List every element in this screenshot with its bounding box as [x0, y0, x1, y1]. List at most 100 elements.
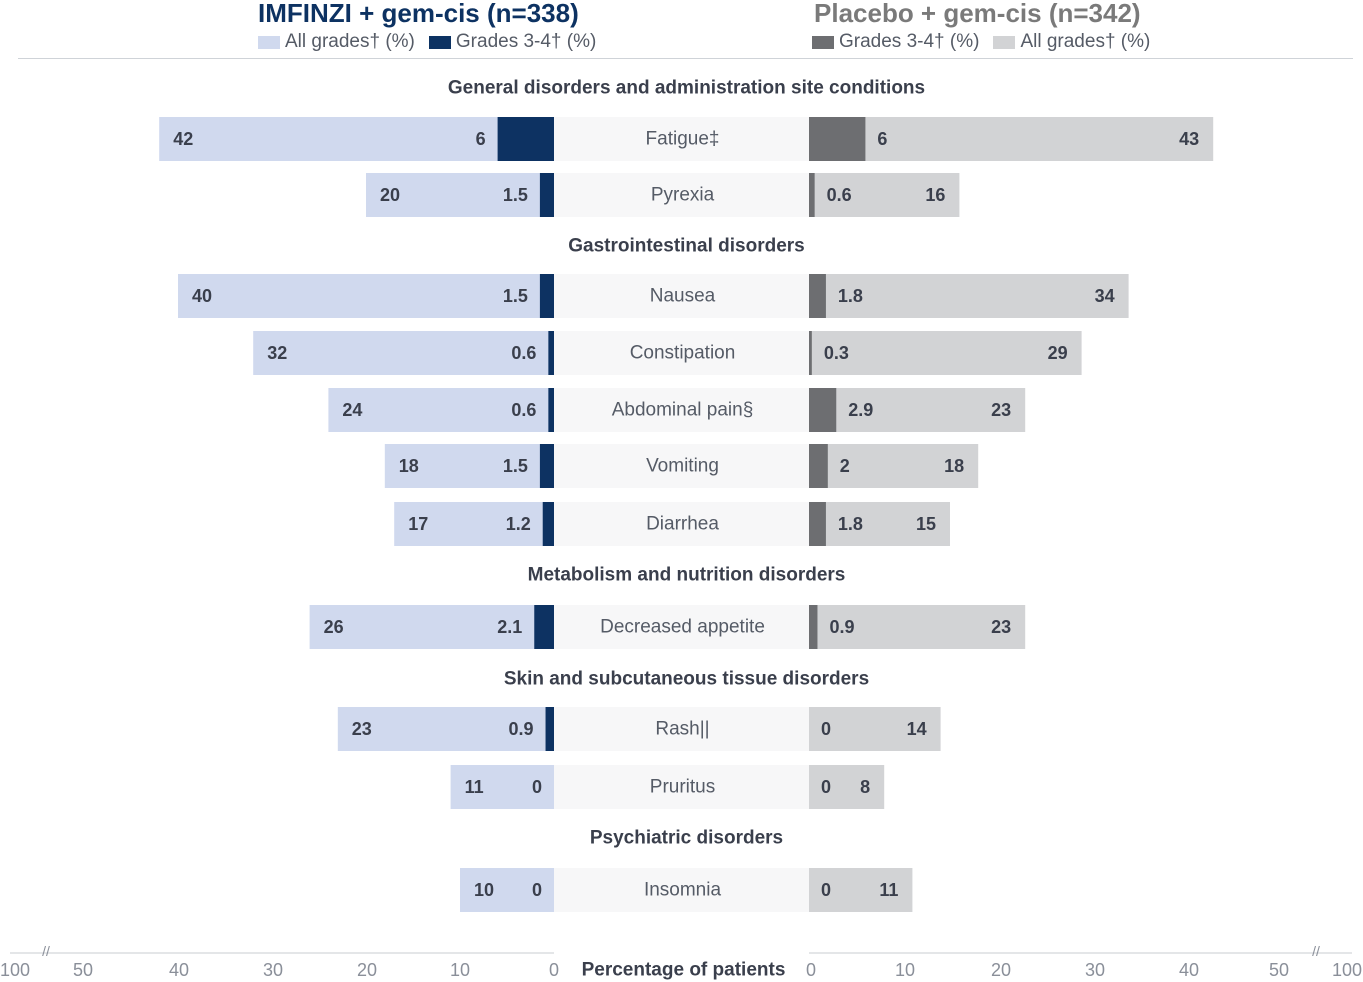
legend-swatch-imfinzi-all-grades — [258, 35, 280, 49]
bar-imfinzi-all-grades — [384, 444, 554, 488]
legend-swatch-imfinzi-grades-3-4 — [428, 35, 451, 49]
value-label-imfinzi-all-grades: 40 — [192, 286, 212, 306]
imfinzi-legend: All grades† (%) Grades 3-4† (%) — [258, 31, 610, 53]
bar-placebo-grades-3-4 — [809, 388, 837, 432]
x-axis-title: Percentage of patients — [582, 960, 786, 981]
value-label-placebo-grades-3-4: 2.9 — [848, 400, 873, 420]
bar-placebo-all-grades — [809, 868, 913, 912]
bar-placebo-all-grades — [809, 765, 885, 809]
label-band — [554, 765, 809, 809]
bar-imfinzi-all-grades — [337, 707, 554, 751]
bar-imfinzi-all-grades — [253, 331, 554, 375]
bar-placebo-grades-3-4 — [809, 117, 866, 161]
bar-imfinzi-all-grades — [159, 117, 554, 161]
value-label-imfinzi-grades-3-4: 0 — [532, 880, 542, 900]
legend-label-imfinzi-all-grades: All grades† (%) — [285, 31, 415, 52]
value-label-placebo-all-grades: 8 — [860, 777, 870, 797]
bar-placebo-all-grades — [809, 388, 1026, 432]
x-tick-right: 30 — [1085, 960, 1105, 980]
x-tick-right: 100 — [1332, 960, 1362, 980]
row-label: Diarrhea — [646, 514, 719, 535]
row-label: Fatigue‡ — [646, 129, 720, 150]
label-band — [554, 274, 809, 318]
bar-imfinzi-all-grades — [366, 173, 554, 217]
value-label-imfinzi-grades-3-4: 0.6 — [511, 343, 536, 363]
value-label-imfinzi-all-grades: 10 — [474, 880, 494, 900]
label-band — [554, 331, 809, 375]
value-label-imfinzi-all-grades: 17 — [408, 514, 428, 534]
legend-item-placebo-grades-3-4: Grades 3-4† (%) — [812, 31, 979, 53]
header-divider — [18, 58, 1353, 59]
value-label-placebo-grades-3-4: 2 — [840, 456, 850, 476]
bar-imfinzi-all-grades — [178, 274, 554, 318]
row-label: Rash|| — [655, 719, 709, 740]
label-band — [554, 502, 809, 546]
legend-item-placebo-all-grades: All grades† (%) — [993, 31, 1150, 53]
legend-item-imfinzi-grades-3-4: Grades 3-4† (%) — [428, 31, 597, 53]
legend-label-imfinzi-grades-3-4: Grades 3-4† (%) — [455, 31, 597, 52]
bar-placebo-all-grades — [809, 605, 1026, 649]
value-label-placebo-grades-3-4: 0.3 — [824, 343, 849, 363]
x-tick-left: 0 — [549, 960, 559, 980]
value-label-imfinzi-grades-3-4: 6 — [476, 129, 486, 149]
row-label: Insomnia — [644, 880, 722, 901]
bar-placebo-all-grades — [809, 173, 960, 217]
value-label-imfinzi-grades-3-4: 1.2 — [506, 514, 531, 534]
bar-placebo-all-grades — [809, 502, 950, 546]
value-label-imfinzi-grades-3-4: 0.6 — [511, 400, 536, 420]
x-tick-right: 0 — [806, 960, 816, 980]
row-label: Pruritus — [650, 777, 715, 798]
bar-imfinzi-grades-3-4 — [548, 331, 554, 375]
value-label-imfinzi-grades-3-4: 2.1 — [497, 617, 522, 637]
bar-placebo-grades-3-4 — [809, 173, 815, 217]
label-band — [554, 117, 809, 161]
category-heading: Metabolism and nutrition disorders — [528, 565, 846, 586]
label-band — [554, 173, 809, 217]
legend-label-placebo-all-grades: All grades† (%) — [1020, 31, 1151, 52]
bar-imfinzi-grades-3-4 — [548, 388, 554, 432]
x-tick-left: 50 — [73, 960, 93, 980]
value-label-placebo-grades-3-4: 0.6 — [827, 185, 852, 205]
row-label: Nausea — [650, 286, 716, 307]
row-label: Abdominal pain§ — [612, 400, 754, 421]
legend-swatch-placebo-grades-3-4 — [812, 35, 834, 49]
axis-break-left: // — [42, 943, 50, 959]
value-label-placebo-all-grades: 18 — [944, 456, 964, 476]
value-label-imfinzi-grades-3-4: 1.5 — [503, 456, 528, 476]
placebo-legend: Grades 3-4† (%) All grades† (%) — [812, 31, 1164, 53]
legend-item-imfinzi-all-grades: All grades† (%) — [258, 31, 415, 53]
bar-placebo-all-grades — [809, 444, 979, 488]
legend-label-placebo-grades-3-4: Grades 3-4† (%) — [839, 31, 980, 52]
x-tick-left: 100 — [0, 960, 30, 980]
value-label-placebo-all-grades: 34 — [1095, 286, 1115, 306]
x-tick-left: 20 — [357, 960, 377, 980]
value-label-imfinzi-all-grades: 24 — [342, 400, 362, 420]
value-label-imfinzi-all-grades: 32 — [267, 343, 287, 363]
x-tick-right: 10 — [895, 960, 915, 980]
axis-break-right: // — [1312, 943, 1320, 959]
bar-placebo-all-grades — [809, 274, 1129, 318]
value-label-imfinzi-grades-3-4: 0 — [532, 777, 542, 797]
value-label-placebo-grades-3-4: 0 — [821, 719, 831, 739]
value-label-placebo-all-grades: 16 — [925, 185, 945, 205]
value-label-placebo-grades-3-4: 0 — [821, 880, 831, 900]
bar-placebo-grades-3-4 — [809, 274, 826, 318]
category-heading: Psychiatric disorders — [590, 828, 783, 849]
value-label-imfinzi-all-grades: 23 — [352, 719, 372, 739]
label-band — [554, 868, 809, 912]
placebo-arm-title: Placebo + gem-cis (n=342) — [814, 0, 1141, 28]
value-label-placebo-grades-3-4: 6 — [877, 129, 887, 149]
row-label: Decreased appetite — [600, 617, 765, 638]
value-label-placebo-all-grades: 14 — [907, 719, 927, 739]
row-label: Constipation — [630, 343, 736, 364]
bar-placebo-grades-3-4 — [809, 444, 828, 488]
bar-imfinzi-grades-3-4 — [539, 173, 554, 217]
value-label-placebo-all-grades: 29 — [1048, 343, 1068, 363]
x-tick-left: 30 — [263, 960, 283, 980]
bar-imfinzi-grades-3-4 — [542, 502, 554, 546]
label-band — [554, 605, 809, 649]
bar-placebo-grades-3-4 — [809, 605, 818, 649]
bar-placebo-all-grades — [809, 117, 1214, 161]
x-tick-right: 50 — [1269, 960, 1289, 980]
